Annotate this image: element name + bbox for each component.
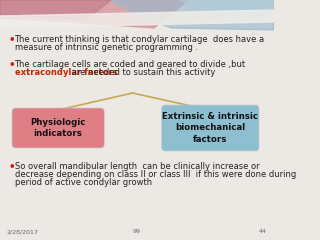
Polygon shape	[0, 10, 274, 28]
FancyBboxPatch shape	[12, 108, 104, 148]
Polygon shape	[180, 0, 274, 22]
Text: So overall mandibular length  can be clinically increase or: So overall mandibular length can be clin…	[14, 162, 259, 171]
Text: 99: 99	[133, 229, 141, 234]
Text: 2/28/2017: 2/28/2017	[7, 229, 39, 234]
Text: period of active condylar growth: period of active condylar growth	[14, 178, 152, 187]
Text: measure of intrinsic genetic programming .: measure of intrinsic genetic programming…	[14, 43, 198, 52]
Text: decrease depending on class II or class III  if this were done during: decrease depending on class II or class …	[14, 170, 296, 179]
Text: Extrinsic & intrinsic
biomechanical
factors: Extrinsic & intrinsic biomechanical fact…	[162, 112, 258, 144]
Text: •: •	[9, 60, 15, 70]
Polygon shape	[0, 0, 111, 20]
Text: 44: 44	[259, 229, 267, 234]
Text: •: •	[9, 162, 15, 172]
Text: are needed to sustain this activity: are needed to sustain this activity	[69, 68, 216, 77]
Text: The cartilage cells are coded and geared to divide ,but: The cartilage cells are coded and geared…	[14, 60, 246, 69]
Text: The current thinking is that condylar cartilage  does have a: The current thinking is that condylar ca…	[14, 35, 265, 44]
Text: extracondylar factors: extracondylar factors	[14, 68, 117, 77]
Text: •: •	[9, 35, 15, 45]
Text: Physiologic
indicators: Physiologic indicators	[30, 118, 86, 138]
FancyBboxPatch shape	[162, 105, 259, 151]
Polygon shape	[0, 0, 188, 28]
Polygon shape	[111, 0, 274, 30]
